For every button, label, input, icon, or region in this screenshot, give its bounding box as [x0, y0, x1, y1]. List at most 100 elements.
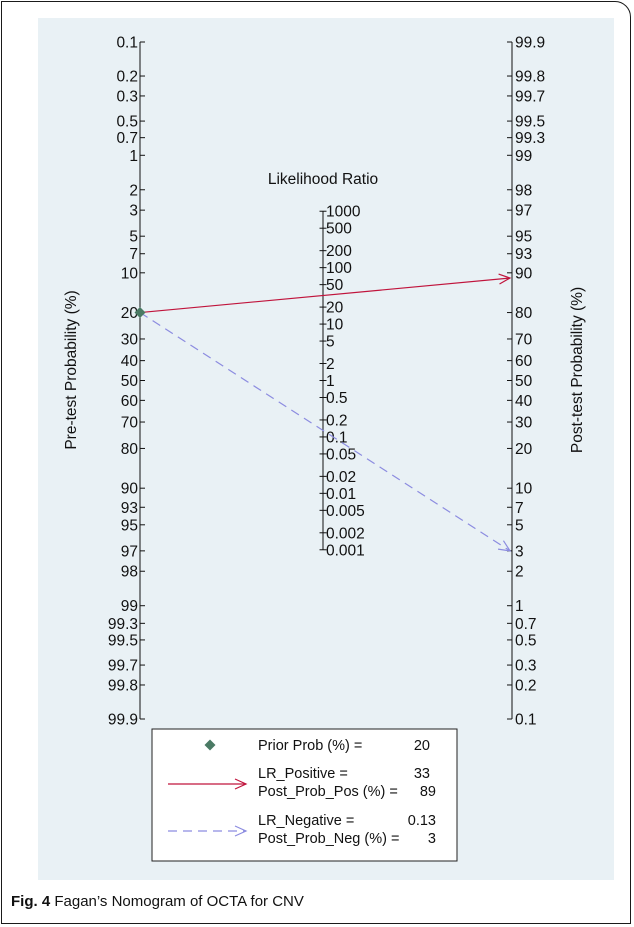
lr-tick-label-0p5: 0.5	[326, 390, 348, 407]
post-test-tick-label-90: 90	[515, 265, 533, 282]
pre-test-tick-label-99p8: 99.8	[108, 677, 138, 694]
lr-tick-label-100: 100	[326, 260, 352, 277]
lr-tick-label-500: 500	[326, 221, 352, 238]
prior-probability-marker	[134, 307, 146, 319]
pre-test-tick-label-80: 80	[121, 441, 139, 458]
pre-test-tick-label-98: 98	[121, 564, 138, 581]
post-test-tick-label-99p3: 99.3	[515, 130, 545, 147]
legend-lr-pos-label: LR_Positive =	[258, 766, 348, 782]
post-test-tick-label-0p3: 0.3	[515, 658, 537, 675]
caption-label: Fig. 4	[11, 893, 51, 910]
post-test-axis-label: Post-test Probability (%)	[569, 287, 586, 453]
post-test-tick-label-99p8: 99.8	[515, 69, 545, 86]
post-test-tick-label-99p7: 99.7	[515, 88, 545, 105]
post-test-tick-label-99p5: 99.5	[515, 114, 545, 131]
post-test-tick-label-7: 7	[515, 500, 524, 517]
lr-tick-label-0p2: 0.2	[326, 412, 348, 429]
pre-test-tick-label-0p2: 0.2	[116, 69, 138, 86]
legend-lr-pos-value: 33	[414, 766, 430, 782]
post-test-tick-label-93: 93	[515, 246, 532, 263]
post-test-tick-label-80: 80	[515, 305, 533, 322]
pre-test-tick-label-70: 70	[121, 415, 139, 432]
pre-test-tick-label-50: 50	[121, 373, 139, 390]
legend-prior-marker	[204, 739, 216, 751]
lr-tick-label-10: 10	[326, 317, 344, 334]
legend-box	[151, 728, 458, 862]
pre-test-tick-label-40: 40	[121, 353, 139, 370]
likelihood-ratio-axis: 10005002001005020105210.50.20.10.050.020…	[319, 204, 365, 559]
lr-tick-label-0p001: 0.001	[326, 542, 365, 559]
post-test-tick-label-99p9: 99.9	[515, 35, 545, 52]
post-test-tick-label-97: 97	[515, 203, 532, 220]
pre-test-tick-label-1: 1	[129, 148, 138, 165]
pre-test-tick-label-0p3: 0.3	[116, 88, 138, 105]
post-test-tick-label-50: 50	[515, 373, 533, 390]
pre-test-tick-label-97: 97	[121, 543, 138, 560]
post-test-tick-label-3: 3	[515, 543, 524, 560]
probability-lines	[134, 273, 512, 552]
post-test-tick-label-40: 40	[515, 393, 533, 410]
post-test-tick-label-0p2: 0.2	[515, 677, 537, 694]
legend-post-pos-label: Post_Prob_Pos (%) =	[258, 784, 398, 800]
legend-positive-arrowhead	[234, 778, 248, 790]
legend-negative-arrowhead	[234, 825, 248, 837]
positive-lr-arrowhead	[498, 273, 512, 285]
legend-post-neg-value: 3	[428, 831, 436, 847]
lr-tick-label-1000: 1000	[326, 204, 361, 221]
lr-tick-label-0p002: 0.002	[326, 525, 365, 542]
legend: Prior Prob (%) = 20 LR_Positive = 33 Pos…	[151, 728, 458, 862]
post-test-tick-label-60: 60	[515, 353, 533, 370]
post-test-tick-label-0p1: 0.1	[515, 712, 537, 729]
negative-lr-line	[139, 312, 511, 552]
post-test-tick-label-5: 5	[515, 517, 524, 534]
post-test-tick-label-0p5: 0.5	[515, 632, 537, 649]
lr-tick-label-200: 200	[326, 243, 352, 260]
pre-test-tick-label-93: 93	[121, 500, 138, 517]
pre-test-tick-label-95: 95	[121, 517, 138, 534]
pre-test-axis: 0.1 0.2 0.3 0.50.71 2 3 57 10 20 30 40 50 60 70 80 90 93…	[108, 35, 145, 729]
post-test-tick-label-70: 70	[515, 331, 533, 348]
legend-prior-value: 20	[414, 738, 430, 754]
pre-test-tick-label-2: 2	[129, 182, 138, 199]
legend-lr-neg-value: 0.13	[408, 813, 436, 829]
post-test-axis: 99.999.899.799.599.399989795939080706050…	[507, 35, 545, 729]
pre-test-tick-label-99p7: 99.7	[108, 658, 138, 675]
lr-tick-label-50: 50	[326, 277, 344, 294]
pre-test-axis-label: Pre-test Probability (%)	[63, 290, 80, 449]
post-test-tick-label-0p7: 0.7	[515, 616, 537, 633]
pre-test-tick-label-99: 99	[121, 598, 138, 615]
pre-test-tick-label-7: 7	[129, 246, 138, 263]
lr-tick-label-2: 2	[326, 356, 335, 373]
pre-test-tick-label-3: 3	[129, 203, 138, 220]
pre-test-tick-label-5: 5	[129, 229, 138, 246]
lr-tick-label-5: 5	[326, 334, 335, 351]
figure-caption: Fig. 4 Fagan’s Nomogram of OCTA for CNV	[11, 893, 304, 910]
pre-test-tick-label-90: 90	[121, 481, 139, 498]
post-test-tick-label-95: 95	[515, 229, 532, 246]
pre-test-tick-label-99p3: 99.3	[108, 616, 138, 633]
caption-text: Fagan’s Nomogram of OCTA for CNV	[54, 893, 304, 910]
pre-test-tick-label-0p5: 0.5	[116, 114, 138, 131]
lr-tick-label-0p005: 0.005	[326, 503, 365, 520]
post-test-tick-label-99: 99	[515, 148, 532, 165]
pre-test-tick-label-99p5: 99.5	[108, 632, 138, 649]
lr-tick-label-0p02: 0.02	[326, 469, 356, 486]
pre-test-tick-label-0p7: 0.7	[116, 130, 138, 147]
pre-test-tick-label-0p1: 0.1	[116, 35, 138, 52]
legend-post-neg-label: Post_Prob_Neg (%) =	[258, 831, 399, 847]
post-test-tick-label-10: 10	[515, 481, 533, 498]
legend-prior-label: Prior Prob (%) =	[258, 738, 362, 754]
legend-post-pos-value: 89	[420, 784, 436, 800]
pre-test-tick-label-60: 60	[121, 393, 139, 410]
post-test-tick-label-2: 2	[515, 564, 524, 581]
lr-tick-label-1: 1	[326, 373, 335, 390]
post-test-tick-label-20: 20	[515, 441, 533, 458]
pre-test-tick-label-10: 10	[121, 265, 139, 282]
negative-lr-arrowhead	[497, 540, 512, 552]
post-test-tick-label-1: 1	[515, 598, 524, 615]
post-test-tick-label-30: 30	[515, 415, 533, 432]
lr-tick-label-0p05: 0.05	[326, 446, 356, 463]
lr-tick-label-0p01: 0.01	[326, 486, 356, 503]
legend-lr-neg-label: LR_Negative =	[258, 813, 354, 829]
